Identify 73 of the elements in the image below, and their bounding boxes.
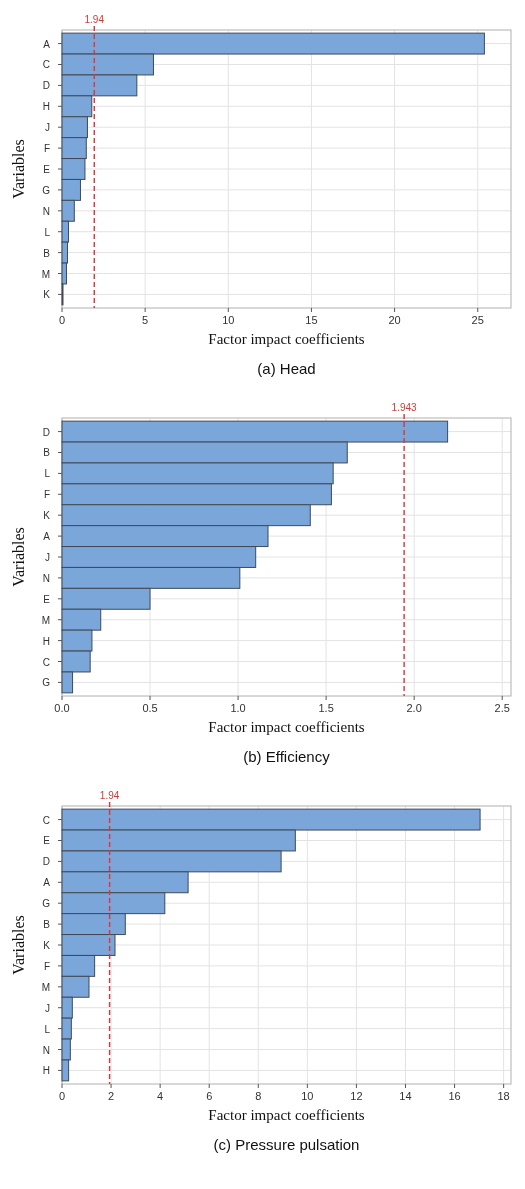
y-tick-label: C	[42, 656, 50, 668]
y-tick-label: G	[42, 184, 51, 196]
text: (c) Pressure pulsation	[213, 1136, 360, 1153]
y-tick-label: J	[45, 552, 50, 563]
x-tick-label: 0	[58, 1090, 66, 1102]
ref-line-label: 1.94	[99, 790, 120, 801]
y-tick-label: K	[43, 289, 51, 301]
y-tick-label: B	[43, 447, 51, 459]
y-tick-label: L	[44, 468, 51, 480]
y-tick-label: D	[42, 80, 50, 92]
x-tick-label: 2.5	[494, 702, 510, 714]
y-tick-label: H	[42, 1065, 50, 1077]
x-tick-label: 2.0	[406, 702, 422, 714]
y-tick-label: J	[45, 1002, 50, 1014]
x-axis-title: Factor impact coefficients	[208, 1107, 365, 1123]
y-tick-label: G	[42, 677, 51, 689]
y-tick-label: F	[43, 960, 50, 972]
x-tick-label: 15	[305, 314, 318, 326]
x-tick-label: 8	[255, 1090, 262, 1102]
x-tick-label: 10	[301, 1090, 314, 1102]
y-tick-label: B	[43, 919, 51, 931]
text: (a) Head	[257, 360, 316, 377]
y-tick-label: E	[43, 164, 51, 175]
x-tick-label: 4	[157, 1090, 164, 1102]
y-tick-label: C	[42, 59, 50, 71]
y-tick-label: N	[42, 572, 50, 584]
y-tick-label: C	[42, 814, 50, 826]
x-tick-label: 6	[206, 1090, 213, 1102]
y-tick-label: D	[42, 856, 50, 868]
x-tick-label: 10	[222, 314, 235, 326]
y-tick-label: F	[43, 143, 50, 155]
y-tick-label: A	[43, 38, 51, 50]
y-tick-label: A	[43, 877, 51, 889]
ref-line-label: 1.94	[84, 14, 105, 25]
x-tick-label: 14	[399, 1090, 412, 1102]
x-tick-label: 1.0	[230, 702, 246, 714]
x-tick-label: 18	[497, 1090, 510, 1102]
y-tick-label: M	[41, 614, 50, 626]
x-tick-label: 16	[448, 1090, 461, 1102]
y-tick-label: M	[41, 268, 50, 280]
y-tick-label: F	[43, 489, 50, 501]
y-tick-label: E	[43, 835, 51, 847]
y-tick-label: B	[43, 247, 51, 259]
x-tick-label: 20	[388, 314, 401, 326]
y-tick-label: J	[45, 122, 50, 134]
x-tick-label: 25	[471, 314, 484, 326]
y-tick-label: M	[41, 981, 50, 993]
y-tick-label: G	[42, 898, 51, 910]
x-tick-label: 0	[58, 314, 66, 326]
y-tick-label: L	[44, 1023, 51, 1035]
y-tick-label: D	[42, 426, 50, 438]
x-tick-label: 0.5	[142, 702, 158, 714]
x-tick-label: 1.5	[318, 702, 334, 714]
y-tick-label: E	[43, 593, 51, 605]
y-tick-label: H	[42, 635, 50, 647]
y-tick-label: K	[43, 510, 51, 522]
x-axis-title: Factor impact coefficients	[208, 719, 365, 735]
y-tick-label: N	[42, 205, 50, 217]
y-axis-title: Variables	[10, 527, 27, 587]
x-tick-label: 5	[142, 314, 149, 326]
text: (b) Efficiency	[243, 748, 331, 765]
y-tick-label: A	[43, 531, 51, 543]
x-tick-label: 0.0	[54, 702, 70, 714]
y-tick-label: L	[44, 226, 51, 238]
y-tick-label: H	[42, 101, 50, 113]
x-axis-title: Factor impact coefficients	[208, 331, 365, 347]
y-tick-label: N	[42, 1044, 50, 1056]
ref-line-label: 1.943	[391, 402, 418, 413]
y-axis-title: Variables	[10, 915, 27, 975]
y-tick-label: K	[43, 940, 51, 951]
y-axis-title: Variables	[10, 139, 27, 199]
x-tick-label: 12	[350, 1090, 363, 1102]
x-tick-label: 2	[108, 1090, 115, 1102]
